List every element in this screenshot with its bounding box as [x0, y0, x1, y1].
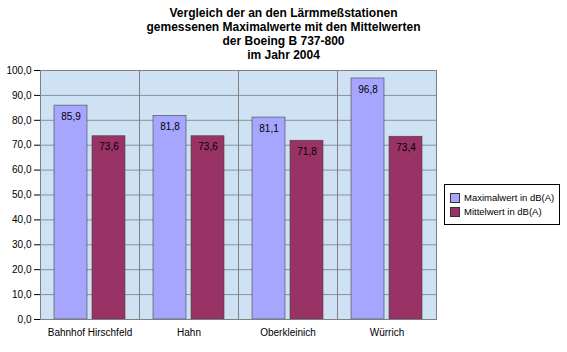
svg-text:73,6: 73,6 [99, 141, 119, 152]
svg-text:10,0: 10,0 [12, 289, 32, 300]
svg-text:30,0: 30,0 [12, 239, 32, 250]
svg-text:0,0: 0,0 [18, 314, 32, 325]
svg-text:20,0: 20,0 [12, 264, 32, 275]
svg-text:60,0: 60,0 [12, 164, 32, 175]
html-text:Vergleich der an den Lärmmeßst: Vergleich der an den Lärmmeßstationen ge… [146, 6, 421, 62]
svg-text:85,9: 85,9 [61, 111, 81, 122]
svg-text:Bahnhof Hirschfeld: Bahnhof Hirschfeld [48, 327, 133, 338]
svg-text:40,0: 40,0 [12, 214, 32, 225]
html-text:Mittelwert in dB(A): Mittelwert in dB(A) [464, 206, 542, 217]
svg-text:96,8: 96,8 [358, 84, 378, 95]
svg-text:50,0: 50,0 [12, 189, 32, 200]
svg-text:80,0: 80,0 [12, 115, 32, 126]
svg-text:Oberkleinich: Oberkleinich [260, 327, 316, 338]
svg-text:Würrich: Würrich [370, 327, 404, 338]
svg-text:Hahn: Hahn [177, 327, 201, 338]
html-text:Maximalwert in dB(A): Maximalwert in dB(A) [464, 192, 555, 203]
svg-text:81,8: 81,8 [160, 121, 180, 132]
svg-text:73,6: 73,6 [198, 141, 218, 152]
svg-text:71,8: 71,8 [297, 146, 317, 157]
svg-text:73,4: 73,4 [396, 142, 416, 153]
svg-text:81,1: 81,1 [259, 123, 279, 134]
svg-text:90,0: 90,0 [12, 90, 32, 101]
svg-text:70,0: 70,0 [12, 139, 32, 150]
svg-text:100,0: 100,0 [6, 65, 31, 76]
